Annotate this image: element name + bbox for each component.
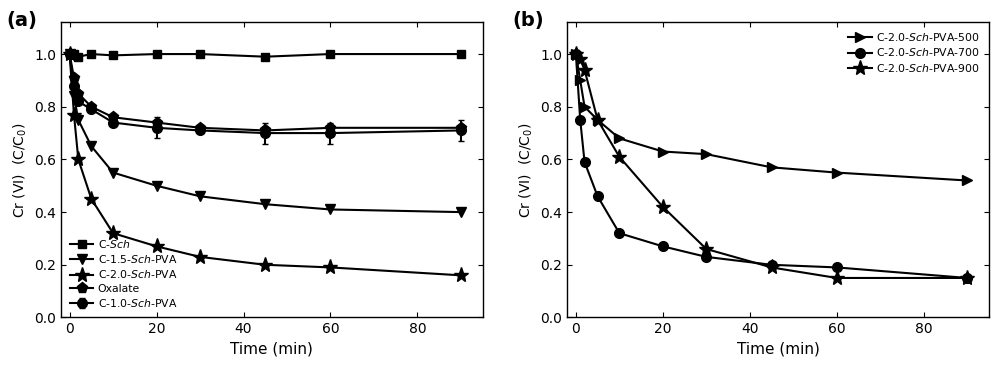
Oxalate [324, 125, 336, 130]
Line: Oxalate: Oxalate [64, 49, 466, 136]
C-2.0-$\it{Sch}$-PVA-700 [579, 160, 591, 164]
C-2.0-$\it{Sch}$-PVA [68, 113, 80, 117]
C-2.0-$\it{Sch}$-PVA-500 [592, 118, 604, 122]
C-2.0-$\it{Sch}$-PVA-700 [961, 276, 973, 280]
Line: C-2.0-$\it{Sch}$-PVA: C-2.0-$\it{Sch}$-PVA [62, 46, 469, 283]
C-2.0-$\it{Sch}$-PVA-900 [766, 265, 778, 270]
Y-axis label: Cr (VI)  (C/C$_0$): Cr (VI) (C/C$_0$) [517, 122, 535, 217]
C-2.0-$\it{Sch}$-PVA-500 [700, 152, 712, 156]
C-$\it{Sch}$ [85, 52, 97, 56]
C-1.5-$\it{Sch}$-PVA [68, 94, 80, 98]
C-2.0-$\it{Sch}$-PVA [72, 157, 84, 162]
C-2.0-$\it{Sch}$-PVA-700 [570, 52, 582, 56]
Legend: C-$\it{Sch}$, C-1.5-$\it{Sch}$-PVA, C-2.0-$\it{Sch}$-PVA, Oxalate, C-1.0-$\it{Sc: C-$\it{Sch}$, C-1.5-$\it{Sch}$-PVA, C-2.… [66, 234, 181, 312]
C-2.0-$\it{Sch}$-PVA-500 [657, 149, 669, 154]
Line: C-2.0-$\it{Sch}$-PVA-700: C-2.0-$\it{Sch}$-PVA-700 [571, 49, 972, 283]
C-1.5-$\it{Sch}$-PVA [324, 207, 336, 212]
C-2.0-$\it{Sch}$-PVA [107, 231, 119, 236]
C-1.5-$\it{Sch}$-PVA [107, 170, 119, 175]
C-1.5-$\it{Sch}$-PVA [64, 52, 76, 56]
C-2.0-$\it{Sch}$-PVA [324, 265, 336, 270]
Oxalate [259, 128, 271, 132]
C-$\it{Sch}$ [455, 52, 467, 56]
Line: C-1.5-$\it{Sch}$-PVA: C-1.5-$\it{Sch}$-PVA [65, 49, 466, 217]
C-2.0-$\it{Sch}$-PVA-700 [657, 244, 669, 248]
C-2.0-$\it{Sch}$-PVA [64, 52, 76, 56]
C-2.0-$\it{Sch}$-PVA-900 [657, 205, 669, 209]
C-2.0-$\it{Sch}$-PVA-700 [613, 231, 625, 236]
C-$\it{Sch}$ [259, 54, 271, 59]
Line: C-2.0-$\it{Sch}$-PVA-900: C-2.0-$\it{Sch}$-PVA-900 [568, 46, 975, 286]
C-2.0-$\it{Sch}$-PVA-500 [613, 136, 625, 141]
C-$\it{Sch}$ [64, 52, 76, 56]
Oxalate [64, 52, 76, 56]
C-2.0-$\it{Sch}$-PVA-900 [592, 118, 604, 122]
C-1.5-$\it{Sch}$-PVA [259, 202, 271, 206]
C-2.0-$\it{Sch}$-PVA-700 [592, 194, 604, 198]
C-2.0-$\it{Sch}$-PVA-500 [831, 170, 843, 175]
C-2.0-$\it{Sch}$-PVA-500 [961, 178, 973, 183]
X-axis label: Time (min): Time (min) [230, 342, 313, 357]
C-$\it{Sch}$ [68, 52, 80, 56]
C-$\it{Sch}$ [324, 52, 336, 56]
Oxalate [68, 75, 80, 80]
C-2.0-$\it{Sch}$-PVA-900 [574, 57, 586, 61]
Text: (a): (a) [6, 11, 37, 30]
C-$\it{Sch}$ [194, 52, 206, 56]
C-2.0-$\it{Sch}$-PVA-700 [766, 263, 778, 267]
Oxalate [72, 91, 84, 96]
C-2.0-$\it{Sch}$-PVA [455, 273, 467, 277]
C-2.0-$\it{Sch}$-PVA [194, 255, 206, 259]
C-2.0-$\it{Sch}$-PVA-700 [700, 255, 712, 259]
C-2.0-$\it{Sch}$-PVA [151, 244, 163, 248]
C-1.5-$\it{Sch}$-PVA [72, 118, 84, 122]
Oxalate [107, 115, 119, 120]
C-2.0-$\it{Sch}$-PVA-900 [613, 155, 625, 159]
C-2.0-$\it{Sch}$-PVA [259, 263, 271, 267]
X-axis label: Time (min): Time (min) [737, 342, 819, 357]
C-2.0-$\it{Sch}$-PVA-900 [700, 247, 712, 251]
Line: C-$\it{Sch}$: C-$\it{Sch}$ [65, 50, 465, 61]
C-2.0-$\it{Sch}$-PVA-700 [574, 118, 586, 122]
Oxalate [455, 125, 467, 130]
Oxalate [151, 120, 163, 125]
Text: (b): (b) [512, 11, 544, 30]
C-2.0-$\it{Sch}$-PVA-500 [766, 165, 778, 170]
C-2.0-$\it{Sch}$-PVA [85, 197, 97, 201]
Oxalate [85, 105, 97, 109]
C-2.0-$\it{Sch}$-PVA-900 [570, 52, 582, 56]
C-1.5-$\it{Sch}$-PVA [455, 210, 467, 214]
C-2.0-$\it{Sch}$-PVA-900 [831, 276, 843, 280]
Legend: C-2.0-$\it{Sch}$-PVA-500, C-2.0-$\it{Sch}$-PVA-700, C-2.0-$\it{Sch}$-PVA-900: C-2.0-$\it{Sch}$-PVA-500, C-2.0-$\it{Sch… [845, 28, 983, 77]
C-2.0-$\it{Sch}$-PVA-700 [831, 265, 843, 270]
C-2.0-$\it{Sch}$-PVA-900 [579, 68, 591, 72]
C-$\it{Sch}$ [72, 54, 84, 59]
C-2.0-$\it{Sch}$-PVA-500 [579, 105, 591, 109]
Y-axis label: Cr (VI)  (C/C$_0$): Cr (VI) (C/C$_0$) [11, 122, 29, 217]
C-$\it{Sch}$ [151, 52, 163, 56]
C-$\it{Sch}$ [107, 53, 119, 57]
C-2.0-$\it{Sch}$-PVA-900 [961, 276, 973, 280]
Oxalate [194, 125, 206, 130]
C-2.0-$\it{Sch}$-PVA-500 [574, 78, 586, 82]
C-1.5-$\it{Sch}$-PVA [85, 144, 97, 148]
C-1.5-$\it{Sch}$-PVA [151, 184, 163, 188]
Line: C-2.0-$\it{Sch}$-PVA-500: C-2.0-$\it{Sch}$-PVA-500 [571, 49, 972, 185]
C-2.0-$\it{Sch}$-PVA-500 [570, 52, 582, 56]
C-1.5-$\it{Sch}$-PVA [194, 194, 206, 198]
